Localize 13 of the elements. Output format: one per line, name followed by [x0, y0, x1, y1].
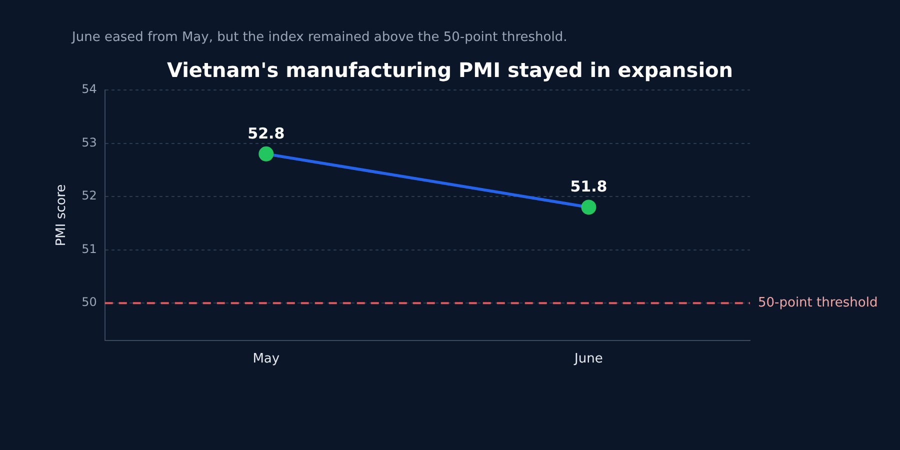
data-label: 52.8 — [248, 124, 285, 142]
y-axis-title: PMI score — [54, 184, 70, 246]
y-tick-label: 52 — [82, 188, 97, 203]
y-tick-label: 53 — [82, 135, 97, 150]
y-tick-label: 54 — [82, 82, 97, 96]
chart-title: Vietnam's manufacturing PMI stayed in expansion — [166, 58, 734, 82]
y-tick-label: 50 — [82, 295, 97, 310]
data-label: 51.8 — [570, 178, 608, 196]
x-tick-label: June — [574, 352, 603, 367]
y-tick-label: 51 — [82, 242, 97, 256]
x-tick-label: May — [252, 352, 280, 367]
chart-subtitle: June eased from May, but the index remained above the 50-point threshold. — [72, 30, 568, 45]
ref-line-label: 50-point threshold — [758, 295, 878, 310]
